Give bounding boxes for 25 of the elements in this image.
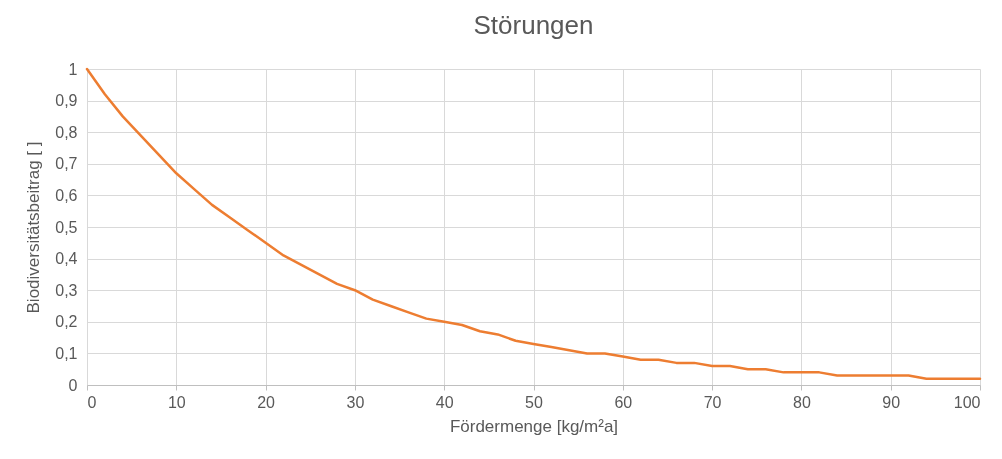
y-axis-title: Biodiversitätsbeitrag [ ] (24, 141, 44, 314)
x-tick-label: 80 (793, 393, 811, 411)
x-tick-label: 10 (167, 393, 186, 411)
y-tick-label: 0,1 (55, 344, 78, 362)
x-tick-label: 40 (435, 393, 454, 411)
y-tick-label: 1 (68, 60, 78, 78)
y-tick-label: 0,7 (55, 155, 78, 173)
y-tick-label: 0,6 (55, 186, 78, 204)
x-tick-label: 50 (525, 393, 543, 411)
y-tick-label: 0 (68, 376, 78, 394)
x-tick-label: 90 (882, 393, 901, 411)
y-tick-label: 0,4 (55, 250, 78, 268)
y-tick-label: 0,2 (55, 313, 78, 331)
x-tick-label: 100 (953, 393, 981, 411)
x-tick-label: 30 (346, 393, 365, 411)
y-tick-label: 0,8 (55, 123, 78, 141)
x-tick-label: 70 (703, 393, 722, 411)
x-tick-label: 0 (87, 393, 97, 411)
y-tick-label: 0,3 (55, 281, 78, 299)
y-tick-label: 0,5 (55, 218, 78, 236)
x-axis-title: Fördermenge [kg/m²a] (449, 416, 619, 436)
chart-title: Störungen (473, 10, 594, 40)
x-tick-label: 60 (614, 393, 633, 411)
x-tick-label: 20 (257, 393, 276, 411)
y-tick-label: 0,9 (55, 92, 78, 110)
